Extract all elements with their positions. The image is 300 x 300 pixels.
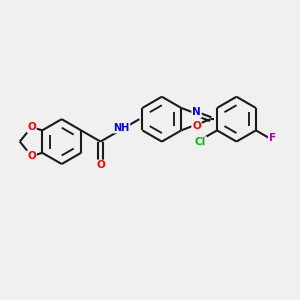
Text: O: O bbox=[27, 151, 36, 161]
Text: F: F bbox=[269, 133, 276, 143]
Text: NH: NH bbox=[113, 123, 130, 133]
Text: O: O bbox=[96, 160, 105, 170]
Text: Cl: Cl bbox=[195, 137, 206, 147]
Text: O: O bbox=[192, 121, 201, 131]
Text: O: O bbox=[27, 122, 36, 132]
Text: N: N bbox=[192, 107, 201, 117]
